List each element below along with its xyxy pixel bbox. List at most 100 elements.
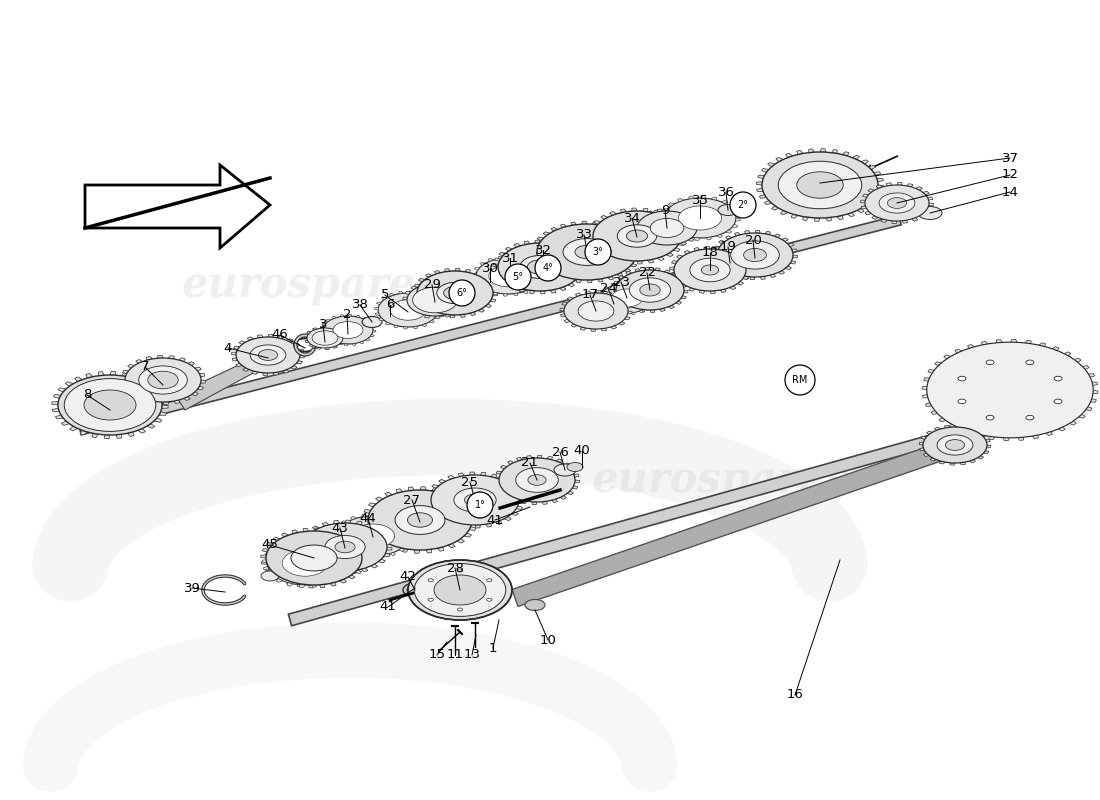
Polygon shape — [263, 566, 268, 570]
Ellipse shape — [674, 249, 746, 291]
Polygon shape — [1003, 436, 1010, 441]
Ellipse shape — [333, 322, 363, 338]
Polygon shape — [516, 506, 522, 510]
Polygon shape — [974, 429, 980, 432]
Ellipse shape — [147, 371, 178, 389]
Polygon shape — [329, 327, 333, 329]
Ellipse shape — [498, 243, 582, 291]
Polygon shape — [287, 338, 294, 342]
Polygon shape — [460, 314, 465, 318]
Text: 24: 24 — [600, 282, 616, 294]
Polygon shape — [508, 482, 515, 486]
Polygon shape — [481, 472, 486, 476]
Polygon shape — [689, 238, 694, 242]
Polygon shape — [273, 372, 278, 375]
Polygon shape — [272, 546, 278, 550]
Text: 1°: 1° — [474, 500, 485, 510]
Polygon shape — [419, 278, 425, 282]
Polygon shape — [430, 282, 434, 284]
Polygon shape — [378, 559, 385, 563]
Polygon shape — [621, 299, 628, 303]
Polygon shape — [1037, 343, 1046, 348]
Polygon shape — [873, 172, 881, 175]
Polygon shape — [868, 189, 875, 193]
Polygon shape — [950, 462, 955, 465]
Polygon shape — [426, 497, 431, 500]
Polygon shape — [755, 253, 759, 255]
Polygon shape — [485, 523, 492, 527]
Polygon shape — [672, 274, 679, 277]
Polygon shape — [365, 338, 370, 341]
Polygon shape — [981, 434, 987, 437]
Polygon shape — [386, 541, 392, 544]
Polygon shape — [931, 410, 940, 414]
Text: 5: 5 — [381, 289, 389, 302]
Polygon shape — [600, 291, 604, 294]
Polygon shape — [518, 257, 522, 260]
Text: 31: 31 — [502, 251, 518, 265]
Polygon shape — [52, 402, 58, 405]
Polygon shape — [694, 238, 700, 240]
Polygon shape — [696, 228, 701, 230]
Text: 40: 40 — [573, 443, 591, 457]
Polygon shape — [505, 247, 513, 251]
Polygon shape — [556, 274, 562, 278]
Polygon shape — [356, 554, 362, 557]
Polygon shape — [429, 509, 436, 513]
Polygon shape — [374, 307, 378, 310]
Ellipse shape — [407, 513, 432, 527]
Polygon shape — [333, 539, 339, 542]
Polygon shape — [270, 572, 276, 576]
Polygon shape — [652, 298, 656, 300]
Polygon shape — [298, 550, 305, 554]
Polygon shape — [1090, 390, 1098, 394]
Polygon shape — [730, 244, 735, 246]
Polygon shape — [475, 525, 481, 528]
Polygon shape — [288, 424, 971, 626]
Polygon shape — [261, 555, 266, 558]
Polygon shape — [430, 310, 436, 314]
Ellipse shape — [612, 289, 642, 307]
Polygon shape — [735, 279, 739, 282]
Polygon shape — [398, 548, 405, 551]
Polygon shape — [601, 215, 608, 219]
Polygon shape — [509, 285, 516, 289]
Ellipse shape — [476, 258, 540, 294]
Polygon shape — [572, 486, 578, 489]
Polygon shape — [426, 274, 432, 278]
Ellipse shape — [1054, 399, 1062, 404]
Polygon shape — [580, 273, 585, 276]
Ellipse shape — [261, 571, 279, 581]
Text: 22: 22 — [638, 266, 656, 279]
Polygon shape — [415, 312, 421, 316]
Polygon shape — [382, 297, 387, 300]
Polygon shape — [131, 394, 139, 398]
Polygon shape — [282, 533, 288, 537]
Polygon shape — [135, 359, 143, 363]
Text: 19: 19 — [719, 241, 736, 254]
Polygon shape — [587, 233, 593, 236]
Polygon shape — [305, 538, 311, 542]
Polygon shape — [532, 502, 537, 505]
Ellipse shape — [292, 545, 337, 571]
Ellipse shape — [617, 225, 657, 247]
Polygon shape — [574, 480, 580, 483]
Polygon shape — [363, 523, 370, 526]
Polygon shape — [601, 328, 606, 331]
Polygon shape — [362, 514, 367, 517]
Ellipse shape — [1026, 415, 1034, 420]
Polygon shape — [764, 231, 770, 234]
Ellipse shape — [930, 344, 1090, 436]
Polygon shape — [705, 246, 710, 250]
Polygon shape — [945, 425, 950, 428]
Polygon shape — [498, 489, 504, 492]
Polygon shape — [361, 552, 366, 555]
Polygon shape — [729, 206, 735, 209]
Ellipse shape — [58, 375, 162, 435]
Text: eurospares: eurospares — [182, 264, 439, 306]
Polygon shape — [525, 241, 530, 245]
Polygon shape — [684, 250, 691, 254]
Polygon shape — [518, 494, 524, 497]
Ellipse shape — [718, 205, 738, 215]
Ellipse shape — [458, 569, 463, 572]
